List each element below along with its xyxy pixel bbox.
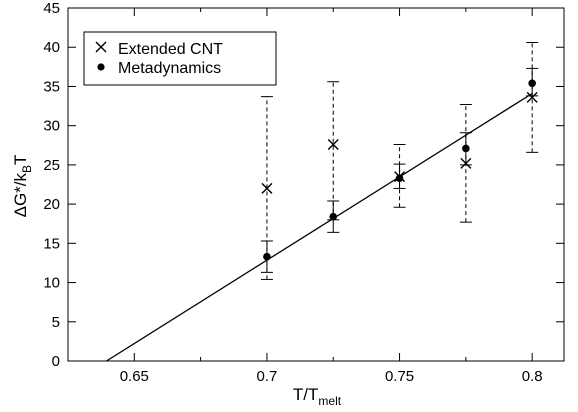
x-marker-stroke bbox=[526, 91, 538, 103]
plot-border bbox=[67, 7, 565, 362]
y-axis-label-tail: T bbox=[11, 155, 30, 165]
y-tick-label: 30 bbox=[43, 118, 60, 135]
y-axis-label-main: ΔG*/k bbox=[11, 172, 30, 217]
y-axis-label: ΔG*/kBT bbox=[11, 155, 34, 218]
y-tick-label: 15 bbox=[43, 235, 60, 252]
y-axis-label-sub: B bbox=[20, 165, 34, 173]
x-marker-stroke bbox=[327, 138, 339, 150]
y-ticks: 0 5 10 15 20 25 30 35 40 45 bbox=[43, 0, 564, 370]
x-marker bbox=[327, 138, 339, 150]
fit-line-group bbox=[106, 92, 533, 361]
y-tick-label: 0 bbox=[52, 353, 60, 370]
x-tick-label: 0.8 bbox=[522, 368, 543, 385]
circle-marker bbox=[528, 79, 536, 88]
x-marker bbox=[261, 182, 273, 194]
circle-marker bbox=[462, 144, 470, 153]
x-axis-label: T/Tmelt bbox=[293, 385, 342, 408]
legend-x-marker-icon bbox=[95, 41, 107, 53]
y-tick-label: 45 bbox=[43, 0, 60, 17]
y-tick-label: 25 bbox=[43, 157, 60, 174]
y-tick-label: 40 bbox=[43, 39, 60, 56]
legend-label-extended-cnt: Extended CNT bbox=[118, 41, 223, 58]
error-bars bbox=[260, 42, 539, 280]
y-tick-label: 10 bbox=[43, 275, 60, 292]
data-markers bbox=[261, 79, 538, 261]
fit-line bbox=[106, 92, 533, 361]
x-axis-label-sub: melt bbox=[318, 394, 341, 408]
x-marker bbox=[526, 91, 538, 103]
x-axis-label-main: T/T bbox=[293, 385, 319, 404]
x-marker-stroke bbox=[460, 157, 472, 169]
y-tick-label: 5 bbox=[52, 314, 60, 331]
legend-label-metadynamics: Metadynamics bbox=[118, 60, 221, 77]
x-tick-label: 0.65 bbox=[120, 368, 149, 385]
circle-marker bbox=[329, 212, 338, 221]
circle-marker bbox=[395, 174, 404, 183]
x-ticks: 0.65 0.7 0.75 0.8 bbox=[120, 8, 543, 385]
legend: Extended CNT Metadynamics bbox=[83, 31, 277, 86]
legend-circle-marker-icon bbox=[97, 63, 105, 71]
x-tick-label: 0.7 bbox=[257, 368, 278, 385]
circle-marker bbox=[263, 252, 271, 261]
plot-frame bbox=[67, 7, 565, 362]
legend-box bbox=[83, 31, 277, 86]
x-marker-stroke bbox=[261, 182, 273, 194]
y-tick-label: 20 bbox=[43, 196, 60, 213]
y-tick-label: 35 bbox=[43, 78, 60, 95]
x-marker bbox=[460, 157, 472, 169]
x-tick-label: 0.75 bbox=[385, 368, 414, 385]
